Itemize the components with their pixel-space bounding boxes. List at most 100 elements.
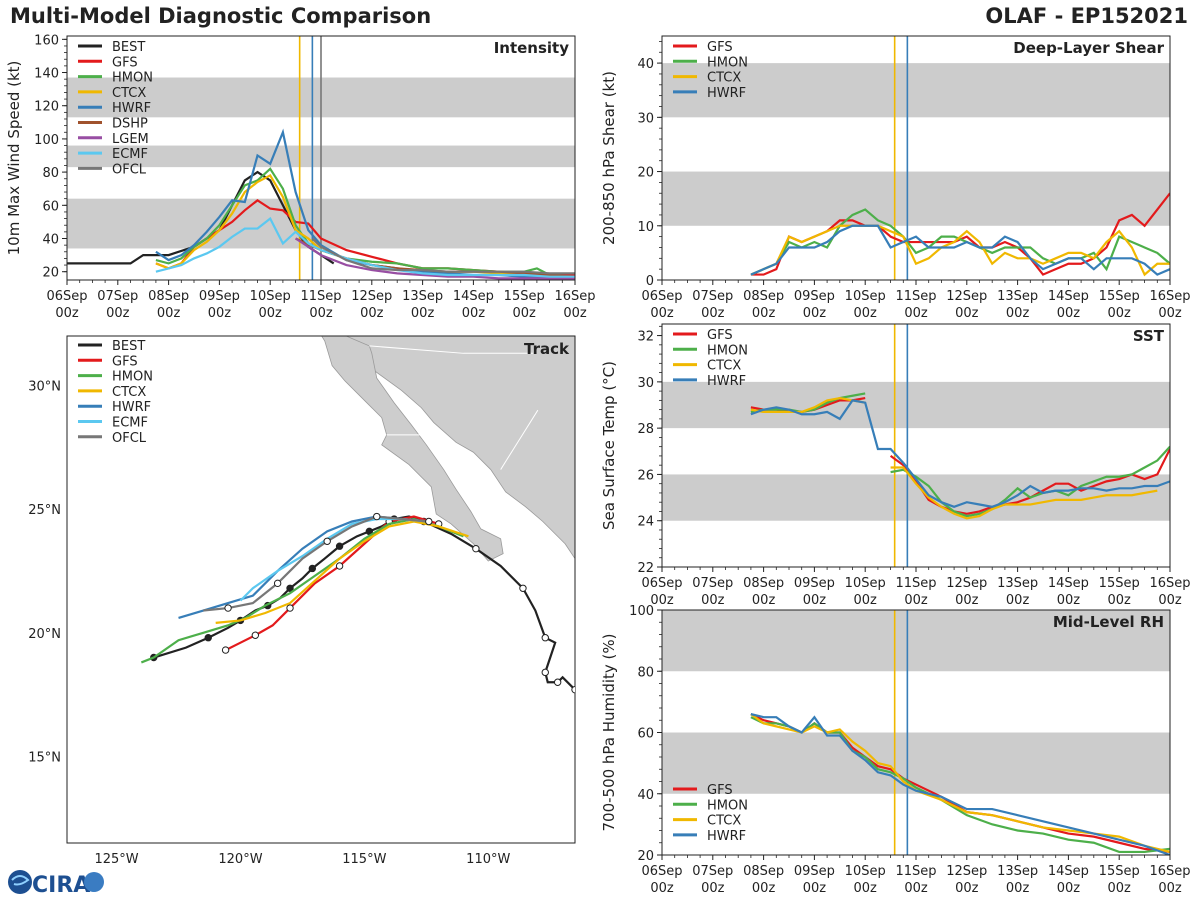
intensity-legend-label: ECMF bbox=[112, 147, 148, 162]
shear-ctcx-line bbox=[750, 224, 1170, 277]
rh-xtick-hour: 00z bbox=[854, 881, 878, 896]
rh-hwrf-line bbox=[750, 713, 1170, 855]
shear-panel: 0 10 20 30 40 06Sep 00z 07Sep 00z 08Sep 00z 09Sep 00… bbox=[600, 35, 1191, 321]
shear-xtick-date: 12Sep bbox=[946, 289, 987, 304]
sst-ytick-label: 22 bbox=[637, 561, 654, 576]
rh-xtick-date: 11Sep bbox=[895, 864, 936, 879]
sst-legend-label: GFS bbox=[707, 328, 733, 343]
shear-xtick-date: 10Sep bbox=[845, 289, 886, 304]
shear-xtick-hour: 00z bbox=[854, 306, 878, 321]
track-title: Track bbox=[524, 340, 570, 358]
track-best-point bbox=[335, 542, 344, 550]
shear-legend-label: HWRF bbox=[707, 86, 746, 101]
sst-xtick-date: 06Sep bbox=[641, 576, 682, 591]
track-panel: 125°W 120°W 115°W 110°W 15°N 20°N 25°N 30°N Trac… bbox=[28, 335, 576, 867]
rh-xtick-hour: 00z bbox=[701, 881, 725, 896]
intensity-ytick-label: 40 bbox=[42, 233, 59, 248]
track-legend-label: CTCX bbox=[112, 385, 146, 400]
rh-xtick-date: 09Sep bbox=[794, 864, 835, 879]
sst-xtick-hour: 00z bbox=[854, 593, 878, 608]
border-line-2 bbox=[500, 409, 539, 470]
track-legend-label: OFCL bbox=[112, 431, 147, 446]
sst-xtick-date: 11Sep bbox=[895, 576, 936, 591]
rh-legend-label: HWRF bbox=[707, 829, 746, 844]
rh-xtick-hour: 00z bbox=[904, 881, 928, 896]
cira-logo-wordmark: CIRA bbox=[32, 873, 90, 898]
track-best-point bbox=[571, 685, 575, 694]
shear-xtick-hour: 00z bbox=[1108, 306, 1132, 321]
rh-xtick-hour: 00z bbox=[1057, 881, 1081, 896]
sst-xtick-hour: 00z bbox=[650, 593, 674, 608]
baja-california bbox=[321, 336, 504, 562]
storm-id: OLAF - EP152021 bbox=[985, 4, 1188, 28]
rh-xtick-hour: 00z bbox=[955, 881, 979, 896]
shear-xtick-hour: 00z bbox=[650, 306, 674, 321]
track-lat-tick: 15°N bbox=[28, 750, 61, 765]
rh-xtick-date: 06Sep bbox=[641, 864, 682, 879]
track-best-point bbox=[308, 564, 317, 573]
intensity-legend-label: CTCX bbox=[112, 86, 146, 101]
track-lon-tick: 120°W bbox=[218, 852, 262, 867]
cira-logo-globe-icon bbox=[8, 870, 32, 894]
shear-xtick-date: 11Sep bbox=[895, 289, 936, 304]
track-legend-label: GFS bbox=[112, 354, 138, 369]
intensity-xtick-date: 14Sep bbox=[453, 289, 494, 304]
sst-xtick-hour: 00z bbox=[1057, 593, 1081, 608]
shear-band bbox=[662, 63, 1170, 118]
sst-plot-area bbox=[662, 324, 1170, 567]
rh-xtick-date: 10Sep bbox=[845, 864, 886, 879]
intensity-xtick-hour: 00z bbox=[259, 306, 283, 321]
intensity-ecmf-line bbox=[155, 216, 575, 278]
shear-hwrf-line bbox=[750, 224, 1170, 276]
track-best-point bbox=[541, 668, 549, 677]
intensity-xtick-date: 08Sep bbox=[148, 289, 189, 304]
track-gfs-point bbox=[335, 562, 344, 570]
sst-ctcx-line bbox=[890, 466, 1158, 520]
shear-band bbox=[662, 171, 1170, 226]
rh-legend-label: HMON bbox=[707, 798, 748, 813]
sst-panel: 22 24 26 28 30 32 06Sep 00z 07Sep 00z 08Sep 00z 09Se… bbox=[600, 323, 1191, 608]
intensity-legend-label: HMON bbox=[112, 71, 153, 86]
sst-ytick-label: 30 bbox=[637, 376, 654, 391]
shear-ytick-label: 10 bbox=[637, 220, 654, 235]
mainland-mexico bbox=[341, 336, 575, 560]
shear-xtick-hour: 00z bbox=[904, 306, 928, 321]
sst-xtick-date: 16Sep bbox=[1149, 576, 1190, 591]
shear-legend-label: HMON bbox=[707, 55, 748, 70]
shear-ytick-label: 30 bbox=[637, 111, 654, 126]
sst-xtick-date: 08Sep bbox=[743, 576, 784, 591]
track-lon-tick: 110°W bbox=[466, 852, 510, 867]
intensity-legend-label: OFCL bbox=[112, 162, 147, 177]
rh-ytick-label: 80 bbox=[637, 665, 654, 680]
intensity-ytick-label: 20 bbox=[42, 266, 59, 281]
track-ofcl-point bbox=[273, 579, 282, 588]
intensity-ytick-label: 100 bbox=[34, 133, 59, 148]
sst-xtick-date: 07Sep bbox=[692, 576, 733, 591]
shear-xtick-date: 06Sep bbox=[641, 289, 682, 304]
intensity-xtick-hour: 00z bbox=[360, 306, 384, 321]
rh-xtick-hour: 00z bbox=[1108, 881, 1132, 896]
sst-band bbox=[662, 381, 1170, 429]
sst-xtick-date: 13Sep bbox=[997, 576, 1038, 591]
rh-ytick-label: 20 bbox=[637, 849, 654, 864]
chart-title: Multi-Model Diagnostic Comparison bbox=[10, 4, 432, 28]
track-legend-label: HWRF bbox=[112, 400, 151, 415]
shear-xtick-date: 09Sep bbox=[794, 289, 835, 304]
intensity-title: Intensity bbox=[494, 39, 570, 57]
sst-hmon-line bbox=[890, 445, 1170, 518]
shear-legend-label: GFS bbox=[707, 40, 733, 55]
intensity-xtick-date: 09Sep bbox=[199, 289, 240, 304]
shear-ylabel: 200-850 hPa Shear (kt) bbox=[600, 71, 618, 245]
sst-xtick-hour: 00z bbox=[752, 593, 776, 608]
intensity-xtick-date: 10Sep bbox=[250, 289, 291, 304]
intensity-xtick-hour: 00z bbox=[462, 306, 486, 321]
intensity-xtick-date: 11Sep bbox=[300, 289, 341, 304]
track-ctcx-line bbox=[215, 520, 469, 624]
rh-legend-label: CTCX bbox=[707, 814, 741, 829]
sst-xtick-date: 12Sep bbox=[946, 576, 987, 591]
rh-xtick-hour: 00z bbox=[752, 881, 776, 896]
shear-xtick-date: 16Sep bbox=[1149, 289, 1190, 304]
